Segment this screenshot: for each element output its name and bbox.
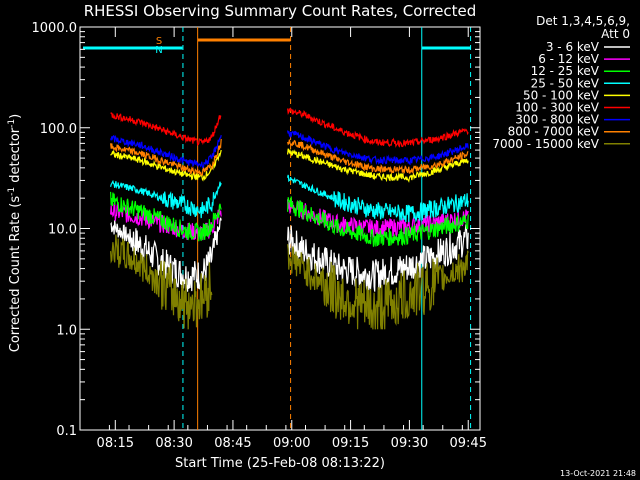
x-axis-label: Start Time (25-Feb-08 08:13:22) — [175, 456, 385, 471]
legend-label: 3 - 6 keV — [546, 40, 600, 54]
y-axis-label-sup2: -1 — [7, 119, 17, 128]
series-line-2 — [110, 191, 469, 247]
x-tick-label: 09:15 — [332, 436, 369, 451]
series-line-5 — [110, 107, 469, 148]
legend-label: 100 - 300 keV — [515, 101, 599, 115]
y-axis-label-main: Corrected Count Rate (s — [8, 196, 23, 353]
x-tick-label: 09:45 — [450, 436, 487, 451]
y-tick-label: 1.0 — [56, 323, 77, 338]
series-line-7 — [110, 138, 469, 177]
y-axis-label-sup1: -1 — [7, 187, 17, 196]
legend-label: 800 - 7000 keV — [508, 125, 600, 139]
series-line-3 — [110, 174, 469, 223]
x-tick-label: 09:30 — [391, 436, 428, 451]
legend-label: 7000 - 15000 keV — [492, 137, 599, 151]
x-tick-label: 08:15 — [97, 436, 134, 451]
series-line-8 — [110, 234, 469, 330]
x-axis: 08:15 08:30 08:45 09:00 09:15 09:30 09:45 — [97, 27, 487, 451]
saa-flag-s: S — [156, 36, 162, 47]
legend-label: 6 - 12 keV — [538, 52, 600, 66]
legend-label: 12 - 25 keV — [531, 64, 600, 78]
saa-flag-n: N — [155, 45, 162, 56]
legend-label: 50 - 100 keV — [523, 88, 600, 102]
x-tick-label: 08:30 — [155, 436, 192, 451]
legend-header-line2: Att 0 — [601, 27, 630, 41]
x-tick-label: 08:45 — [214, 436, 251, 451]
x-tick-label: 09:00 — [273, 436, 310, 451]
legend-label: 300 - 800 keV — [515, 113, 599, 127]
y-axis-label-end: ) — [8, 114, 23, 119]
y-tick-label: 100.0 — [40, 122, 77, 137]
footer-date: 13-Oct-2021 21:48 — [560, 469, 636, 478]
legend-header-line1: Det 1,3,4,5,6,9, — [536, 14, 630, 28]
legend-label: 25 - 50 keV — [531, 76, 600, 90]
series-line-6 — [110, 130, 469, 169]
y-tick-label: 1000.0 — [32, 21, 78, 36]
y-axis: 1000.0 100.0 10.0 1.0 0.1 — [32, 21, 480, 439]
y-axis-label-mid: detector — [8, 127, 23, 187]
series-line-4 — [110, 148, 469, 183]
y-tick-label: 10.0 — [48, 223, 77, 238]
series-group — [110, 107, 469, 330]
chart-title: RHESSI Observing Summary Count Rates, Co… — [84, 2, 477, 20]
y-axis-label: Corrected Count Rate (s-1 detector-1) — [7, 114, 23, 352]
y-tick-label: 0.1 — [56, 424, 77, 439]
